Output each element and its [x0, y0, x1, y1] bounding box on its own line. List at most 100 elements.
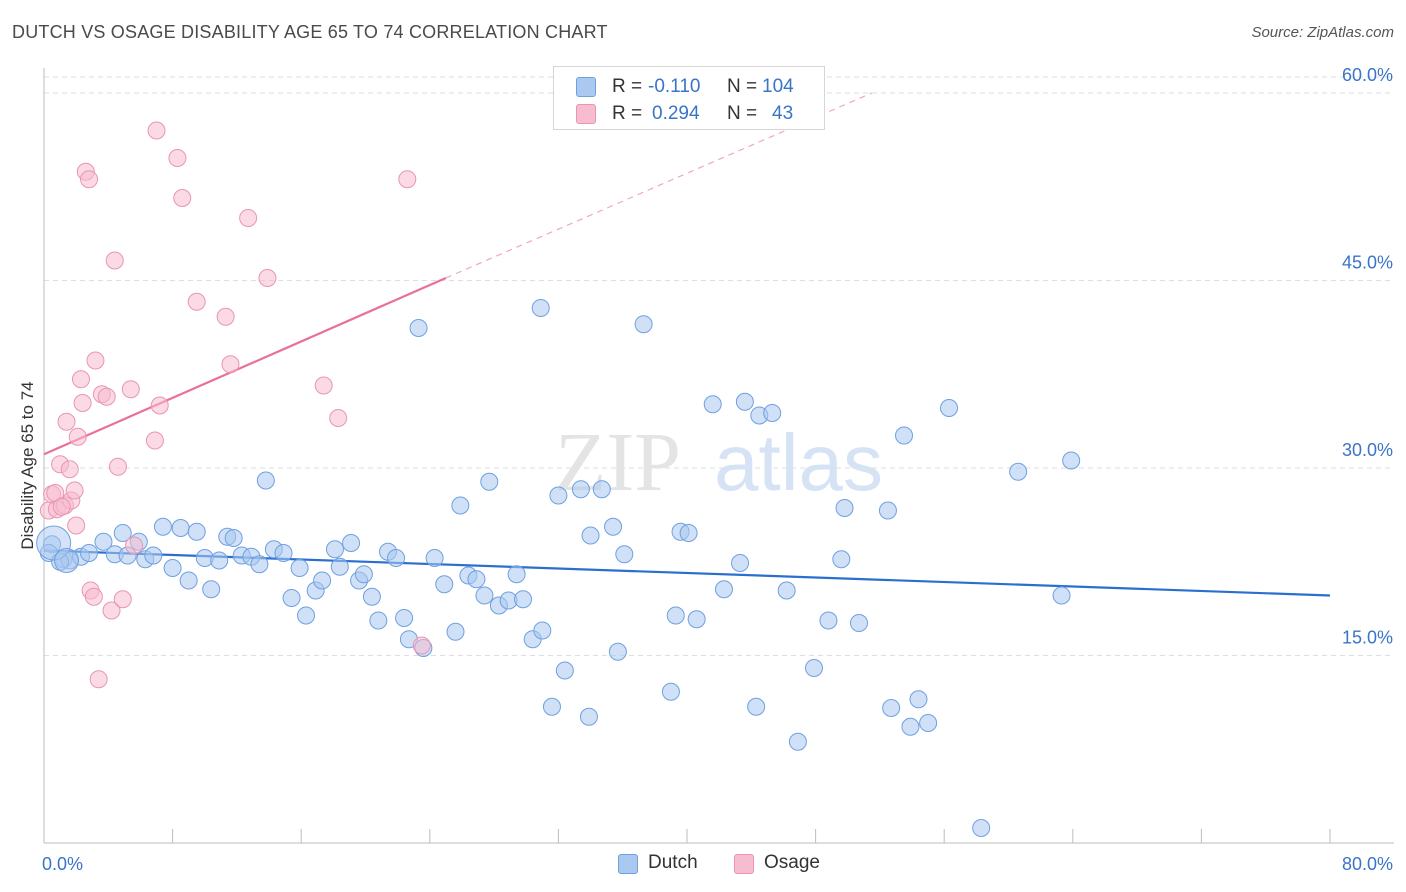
- y-tick-label: 15.0%: [1342, 628, 1393, 648]
- dutch-point: [714, 580, 733, 599]
- osage-point: [65, 481, 84, 500]
- osage-point: [187, 292, 206, 311]
- watermark-atlas: atlas: [714, 418, 883, 507]
- dutch-point: [571, 480, 590, 499]
- dutch-point: [878, 501, 897, 520]
- n-label: N =: [727, 76, 758, 97]
- dutch-point: [475, 586, 494, 605]
- dutch-point: [666, 606, 685, 625]
- dutch-point: [679, 524, 698, 542]
- dutch-point: [1052, 586, 1071, 605]
- dutch-point: [80, 544, 99, 562]
- osage-point: [73, 394, 92, 412]
- chart-title: DUTCH VS OSAGE DISABILITY AGE 65 TO 74 C…: [12, 22, 608, 42]
- dutch-point: [731, 554, 750, 572]
- dutch-point: [153, 517, 172, 536]
- dutch-point: [788, 732, 807, 751]
- osage-point: [412, 636, 431, 655]
- osage-legend-label: Osage: [764, 852, 820, 873]
- osage-point: [239, 209, 258, 227]
- osage-swatch: [576, 104, 596, 124]
- osage-point: [84, 587, 103, 606]
- dutch-point: [274, 544, 293, 562]
- x-tick-label: 0.0%: [42, 854, 83, 874]
- dutch-point: [467, 570, 486, 589]
- trend-lines: [43, 92, 1331, 597]
- dutch-point: [514, 590, 533, 609]
- dutch-point: [409, 319, 428, 337]
- dutch-point: [832, 550, 851, 569]
- dutch-point: [163, 559, 182, 577]
- y-axis-label: Disability Age 65 to 74: [18, 381, 37, 549]
- osage-point: [314, 376, 333, 395]
- dutch-point: [615, 545, 634, 564]
- dutch-point: [634, 315, 653, 334]
- dutch-point: [542, 697, 561, 716]
- dutch-point: [1009, 462, 1028, 481]
- data-points: [36, 121, 1081, 837]
- dutch-point: [895, 426, 914, 445]
- x-tick-label: 80.0%: [1342, 854, 1393, 874]
- dutch-point: [256, 471, 275, 490]
- dutch-point: [330, 557, 349, 576]
- dutch-point: [549, 486, 568, 505]
- n-label: N =: [727, 103, 758, 124]
- y-tick-label: 45.0%: [1342, 253, 1393, 273]
- dutch-point: [592, 480, 611, 499]
- osage-trend-line: [43, 276, 447, 456]
- axes: [43, 68, 1394, 844]
- osage-point: [113, 590, 132, 609]
- osage-point: [121, 380, 140, 399]
- dutch-point: [395, 609, 414, 627]
- osage-point: [68, 427, 87, 446]
- dutch-point: [362, 587, 381, 606]
- dutch-point: [835, 499, 854, 517]
- dutch-point: [480, 472, 499, 491]
- dutch-point: [604, 517, 623, 536]
- osage-point: [89, 670, 108, 689]
- osage-point: [145, 431, 164, 450]
- dutch-point: [972, 819, 991, 837]
- r-value: 0.294: [652, 103, 700, 124]
- dutch-point: [250, 555, 269, 574]
- osage-point: [221, 355, 240, 374]
- dutch-point: [882, 699, 901, 717]
- dutch-point: [446, 622, 465, 641]
- dutch-point: [747, 697, 766, 716]
- dutch-point: [210, 551, 229, 570]
- dutch-point: [342, 534, 361, 552]
- osage-point: [398, 170, 417, 189]
- dutch-point: [425, 549, 444, 567]
- dutch-point: [909, 690, 928, 709]
- dutch-point: [581, 526, 600, 545]
- dutch-legend-swatch: [618, 854, 638, 874]
- osage-point: [57, 412, 76, 431]
- dutch-point: [54, 548, 80, 573]
- dutch-point: [369, 611, 388, 630]
- osage-point: [108, 457, 127, 476]
- dutch-point: [804, 659, 823, 677]
- dutch-point: [507, 565, 526, 584]
- osage-point: [216, 307, 235, 326]
- tick-labels: 15.0% 30.0% 45.0% 60.0% 0.0% 80.0%: [42, 65, 1393, 874]
- dutch-legend-label: Dutch: [648, 852, 698, 873]
- dutch-point: [919, 714, 938, 732]
- dutch-point: [819, 611, 838, 630]
- osage-legend-swatch: [734, 854, 754, 874]
- dutch-point: [608, 642, 627, 661]
- dutch-point: [1062, 451, 1081, 470]
- osage-point: [102, 601, 121, 620]
- dutch-point: [202, 580, 221, 599]
- dutch-point: [179, 571, 198, 590]
- dutch-swatch: [576, 77, 596, 97]
- osage-point: [125, 536, 144, 555]
- dutch-point: [282, 589, 301, 607]
- dutch-point: [661, 682, 680, 701]
- y-tick-label: 30.0%: [1342, 440, 1393, 460]
- osage-point: [173, 189, 192, 207]
- dutch-point: [555, 661, 574, 680]
- osage-point: [67, 516, 86, 535]
- dutch-point: [387, 549, 406, 567]
- osage-point: [86, 351, 105, 370]
- r-label: R =: [612, 103, 643, 124]
